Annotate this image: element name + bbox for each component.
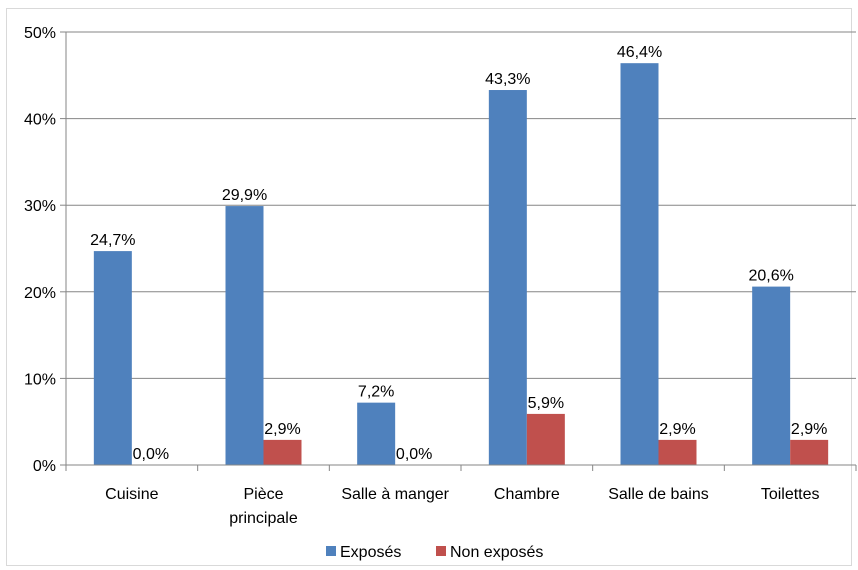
legend-label: Exposés (340, 544, 401, 561)
bar (790, 439, 829, 465)
y-tick-label: 40% (24, 112, 56, 129)
data-label: 0,0% (133, 446, 169, 463)
data-label: 2,9% (659, 421, 695, 438)
legend-swatch (436, 546, 446, 556)
x-tick-label: Toilettes (761, 486, 820, 503)
bar (526, 413, 565, 465)
data-label: 24,7% (90, 232, 135, 249)
data-label: 2,9% (791, 421, 827, 438)
data-label: 0,0% (396, 446, 432, 463)
chart-frame (6, 8, 852, 566)
y-tick-label: 20% (24, 285, 56, 302)
bar (658, 439, 697, 465)
legend-label: Non exposés (450, 544, 543, 561)
bar (488, 90, 527, 465)
bar (225, 206, 264, 466)
data-label: 7,2% (358, 384, 394, 401)
x-tick-label: Pièce (243, 486, 283, 503)
bar (752, 286, 791, 465)
y-tick-label: 30% (24, 198, 56, 215)
bar (357, 402, 396, 465)
legend-swatch (326, 546, 336, 556)
data-label: 5,9% (528, 395, 564, 412)
x-tick-label: principale (229, 510, 298, 527)
y-tick-label: 50% (24, 25, 56, 42)
bar (263, 439, 302, 465)
x-tick-label: Cuisine (105, 486, 158, 503)
data-label: 46,4% (617, 44, 662, 61)
bar (620, 63, 659, 466)
data-label: 29,9% (222, 187, 267, 204)
data-label: 2,9% (264, 421, 300, 438)
y-tick-label: 0% (33, 458, 56, 475)
y-tick-label: 10% (24, 371, 56, 388)
x-tick-label: Salle à manger (341, 486, 449, 503)
data-label: 43,3% (485, 71, 530, 88)
x-tick-label: Chambre (494, 486, 560, 503)
bar (93, 251, 132, 465)
x-tick-label: Salle de bains (608, 486, 709, 503)
data-label: 20,6% (748, 268, 793, 285)
